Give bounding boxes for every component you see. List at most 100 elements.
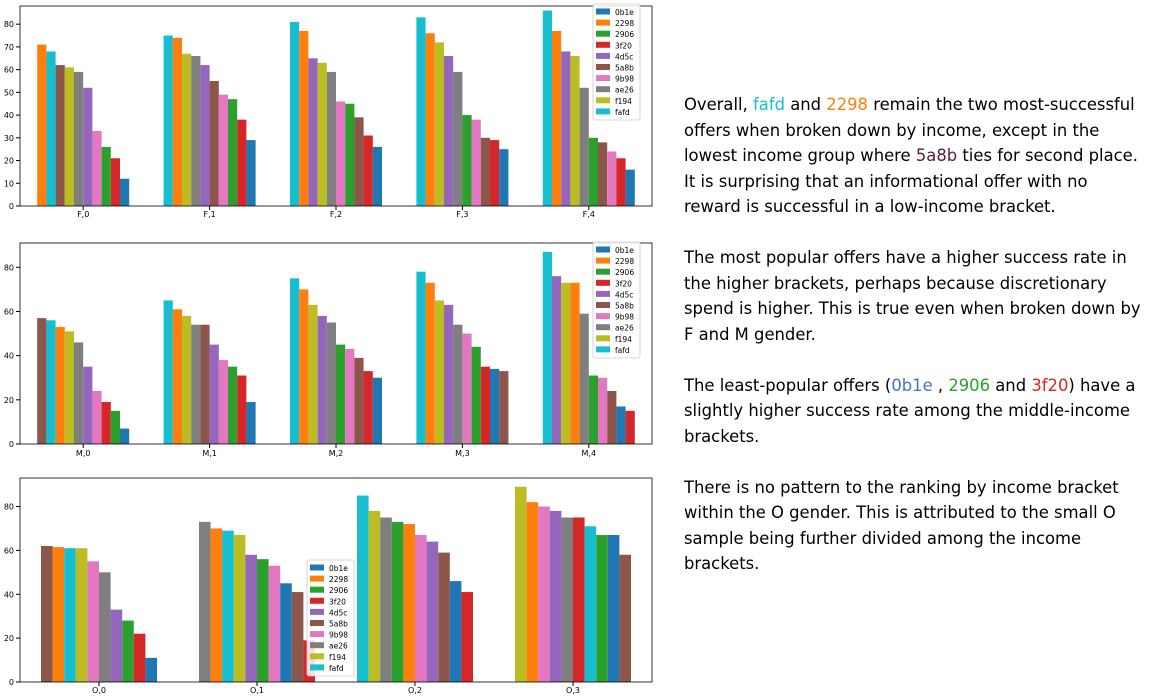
bar-O0-3f20 bbox=[133, 633, 146, 682]
bar-M4-5a8b bbox=[607, 390, 617, 444]
legend-label-fafd: fafd bbox=[615, 346, 630, 355]
legend-swatch-0b1e bbox=[310, 564, 324, 571]
bar-F3-9b98 bbox=[471, 119, 481, 206]
bar-O2-0b1e bbox=[449, 581, 462, 682]
legend-label-ae26: ae26 bbox=[329, 642, 348, 651]
legend-label-4d5c: 4d5c bbox=[329, 608, 347, 617]
offer-highlight: 2298 bbox=[826, 95, 868, 114]
bar-F0-2298 bbox=[37, 44, 47, 206]
bar-F4-2906 bbox=[588, 137, 598, 206]
bar-F4-f194 bbox=[570, 56, 580, 206]
legend-swatch-3f20 bbox=[596, 41, 610, 48]
legend-label-2906: 2906 bbox=[615, 30, 634, 39]
bar-F3-4d5c bbox=[444, 56, 454, 206]
legend-label-f194: f194 bbox=[615, 97, 632, 106]
bar-F4-2298 bbox=[552, 31, 562, 206]
bar-F3-ae26 bbox=[453, 71, 463, 206]
legend-label-2298: 2298 bbox=[329, 575, 348, 584]
legend-swatch-fafd bbox=[596, 346, 610, 353]
commentary-text-run: Overall, bbox=[684, 95, 753, 114]
commentary-text-run: The least-popular offers ( bbox=[684, 375, 892, 395]
bar-O0-5a8b bbox=[41, 546, 53, 682]
x-tick-label: M,2 bbox=[329, 449, 344, 458]
x-tick-label: F,2 bbox=[330, 210, 342, 219]
commentary-text-run: There is no pattern to the ranking by in… bbox=[684, 477, 1119, 574]
bar-M1-fafd bbox=[163, 300, 173, 444]
bar-M2-9b98 bbox=[345, 349, 355, 444]
x-tick-label: F,3 bbox=[456, 210, 468, 219]
legend-label-2298: 2298 bbox=[615, 257, 634, 266]
bar-chart-m: 0 20 40 60 80 M,0 M,1 M,2 M,3 M,4 0b1e 2298 2906 3f20… bbox=[4, 241, 653, 458]
bar-F1-2298 bbox=[172, 37, 182, 206]
bar-O3-2906 bbox=[596, 535, 608, 682]
bar-F1-9b98 bbox=[218, 94, 228, 206]
legend-label-2298: 2298 bbox=[615, 19, 634, 28]
bar-O0-f194 bbox=[75, 548, 88, 682]
y-tick-label: 80 bbox=[4, 503, 14, 512]
bar-O3-0b1e bbox=[607, 535, 620, 682]
bar-F2-ae26 bbox=[326, 71, 336, 206]
y-tick-label: 80 bbox=[4, 263, 14, 272]
legend-swatch-2906 bbox=[596, 268, 610, 275]
legend-label-3f20: 3f20 bbox=[615, 41, 632, 50]
legend-swatch-5a8b bbox=[596, 302, 610, 308]
bar-M3-2906 bbox=[471, 346, 481, 444]
y-tick-label: 20 bbox=[4, 634, 14, 643]
legend-label-ae26: ae26 bbox=[615, 324, 634, 333]
legend-swatch-ae26 bbox=[596, 324, 610, 331]
bar-O0-4d5c bbox=[110, 609, 123, 682]
bar-O2-9b98 bbox=[415, 535, 427, 682]
bar-M4-9b98 bbox=[598, 377, 608, 444]
bar-F1-ae26 bbox=[191, 56, 201, 206]
commentary-text-run: and bbox=[785, 95, 827, 114]
y-tick-label: 10 bbox=[4, 179, 14, 188]
bar-M4-0b1e bbox=[616, 406, 626, 444]
legend-swatch-f194 bbox=[310, 653, 324, 660]
x-tick-label: O,3 bbox=[566, 686, 580, 695]
bar-M3-f194 bbox=[434, 300, 444, 444]
bar-O2-fafd bbox=[357, 495, 369, 682]
bar-M1-2298 bbox=[172, 309, 182, 444]
bar-M3-ae26 bbox=[453, 324, 463, 444]
bar-F0-ae26 bbox=[74, 71, 84, 206]
bar-O0-2298 bbox=[52, 547, 65, 682]
offer-highlight: 0b1e bbox=[891, 375, 933, 395]
y-tick-label: 20 bbox=[4, 157, 14, 166]
legend-swatch-3f20 bbox=[310, 597, 324, 604]
bar-F2-9b98 bbox=[336, 101, 346, 206]
bar-M2-4d5c bbox=[317, 315, 327, 444]
y-tick-label: 0 bbox=[9, 202, 14, 211]
bar-F4-4d5c bbox=[561, 51, 571, 207]
bar-O1-fafd bbox=[222, 530, 234, 682]
bar-M4-ae26 bbox=[579, 313, 589, 444]
legend-swatch-5a8b bbox=[596, 64, 610, 70]
bar-M4-2906 bbox=[588, 375, 598, 444]
chart-panel-f: 0 10 20 30 40 50 60 70 80 F,0 F,1 F,2 F,3 F,4 0b1e 2298… bbox=[0, 0, 660, 232]
bar-O3-ae26 bbox=[561, 517, 573, 682]
bar-F0-3f20 bbox=[110, 158, 120, 206]
x-tick-label: M,1 bbox=[202, 449, 217, 458]
bar-F2-0b1e bbox=[372, 146, 382, 206]
bar-F2-2298 bbox=[299, 31, 309, 206]
bar-M3-2298 bbox=[425, 282, 435, 444]
bar-O2-3f20 bbox=[461, 592, 473, 682]
y-tick-label: 80 bbox=[4, 20, 14, 29]
y-tick-label: 70 bbox=[4, 43, 14, 52]
bar-O1-2298 bbox=[210, 528, 223, 682]
bar-F3-5a8b bbox=[480, 137, 490, 206]
bar-M3-5a8b bbox=[499, 371, 509, 444]
legend-label-f194: f194 bbox=[329, 653, 346, 662]
bar-F0-2906 bbox=[101, 146, 111, 206]
bar-O1-4d5c bbox=[245, 554, 257, 682]
legend-label-0b1e: 0b1e bbox=[615, 8, 634, 17]
legend-swatch-2906 bbox=[310, 586, 324, 593]
legend-label-0b1e: 0b1e bbox=[615, 246, 634, 255]
commentary-text-run: ) have a slightly higher success rate am… bbox=[684, 375, 1136, 446]
legend-swatch-4d5c bbox=[596, 52, 610, 59]
bar-M0-5a8b bbox=[37, 318, 47, 444]
legend-label-5a8b: 5a8b bbox=[615, 302, 634, 311]
offer-highlight: 5a8b bbox=[915, 146, 958, 165]
bar-O0-0b1e bbox=[145, 657, 157, 682]
bar-F1-2906 bbox=[228, 99, 238, 206]
bar-M4-3f20 bbox=[625, 410, 635, 444]
